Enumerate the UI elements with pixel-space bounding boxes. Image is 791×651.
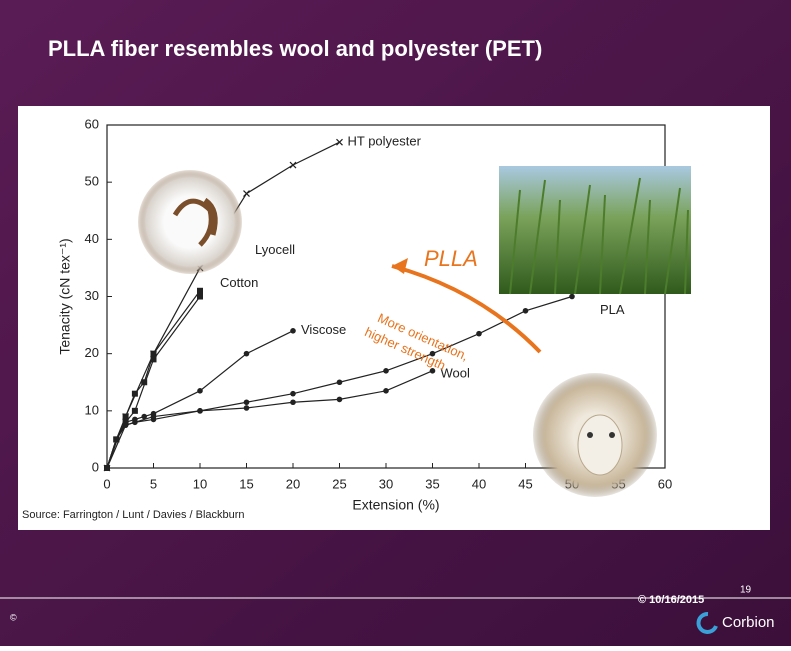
y-tick-label: 40 — [85, 231, 99, 246]
x-tick-label: 45 — [518, 476, 532, 491]
x-tick-label: 40 — [472, 476, 486, 491]
series-line — [106, 295, 573, 469]
data-point — [383, 388, 389, 394]
sheep-eye — [609, 432, 615, 438]
x-tick-label: 15 — [239, 476, 253, 491]
date: © 10/16/2015 — [638, 594, 704, 606]
x-tick-label: 0 — [103, 476, 110, 491]
data-point — [122, 422, 129, 428]
cotton-image — [138, 170, 242, 274]
x-tick-label: 30 — [379, 476, 393, 491]
data-point — [113, 436, 120, 443]
source: Source: Farrington / Lunt / Davies / Bla… — [22, 509, 245, 521]
data-point — [131, 407, 138, 414]
slide-title: PLLA fiber resembles wool and polyester … — [48, 36, 542, 61]
series-label: Viscose — [301, 322, 346, 337]
data-point — [522, 307, 529, 314]
sheep-eye — [587, 432, 593, 438]
x-axis-label: Extension (%) — [352, 497, 439, 513]
cotton-husk — [172, 197, 218, 247]
data-point — [429, 368, 436, 374]
sheep-face — [577, 414, 623, 476]
data-point — [197, 293, 203, 300]
data-point — [141, 379, 148, 386]
data-point — [150, 413, 157, 420]
y-tick-label: 0 — [92, 459, 99, 474]
data-point — [336, 396, 343, 403]
y-tick-label: 60 — [85, 116, 99, 131]
series-label: Wool — [441, 365, 470, 380]
x-tick-label: 35 — [425, 476, 439, 491]
x-tick-label: 5 — [150, 476, 157, 491]
grass-blades — [509, 177, 689, 295]
data-point — [122, 413, 129, 420]
data-point — [290, 399, 296, 406]
x-tick-label: 25 — [332, 476, 346, 491]
x-tick-label: 20 — [286, 476, 300, 491]
data-point — [197, 287, 203, 294]
data-point — [141, 413, 147, 420]
data-point — [429, 350, 436, 357]
plot: 0510152025303540455055600102030405060Ext… — [57, 116, 673, 512]
x-tick-label: 10 — [193, 476, 207, 491]
data-point — [243, 405, 250, 411]
y-tick-label: 30 — [85, 288, 99, 303]
data-point — [131, 390, 138, 397]
data-point — [336, 379, 343, 386]
y-tick-label: 10 — [85, 402, 99, 417]
y-axis-label: Tenacity (cN tex⁻¹) — [57, 238, 73, 354]
data-point — [243, 350, 250, 357]
data-point — [383, 368, 389, 374]
data-point — [104, 465, 110, 471]
data-point — [569, 293, 575, 300]
data-point — [290, 328, 296, 334]
page-number: 19 — [740, 585, 752, 596]
data-point — [243, 190, 250, 198]
grass-image — [499, 166, 691, 294]
series-label: Cotton — [220, 275, 258, 290]
data-point — [290, 390, 296, 397]
series-label: PLA — [600, 302, 625, 317]
data-point — [476, 330, 482, 337]
data-point — [197, 408, 203, 414]
y-tick-label: 20 — [85, 345, 99, 360]
series-label: Lyocell — [255, 242, 295, 257]
y-tick-label: 50 — [85, 174, 99, 189]
data-point — [289, 161, 297, 169]
data-point — [150, 356, 157, 363]
data-point — [243, 399, 250, 406]
logo — [696, 612, 718, 634]
brand: Corbion — [722, 614, 775, 631]
x-tick-label: 60 — [658, 476, 672, 491]
data-point — [197, 388, 203, 394]
data-point — [150, 350, 157, 357]
arrow — [391, 264, 542, 354]
series-label: HT polyester — [348, 134, 422, 149]
annotation: PLLA — [424, 246, 478, 271]
arrow-head — [392, 258, 408, 274]
copyright: © — [10, 612, 17, 622]
data-point — [336, 138, 343, 146]
